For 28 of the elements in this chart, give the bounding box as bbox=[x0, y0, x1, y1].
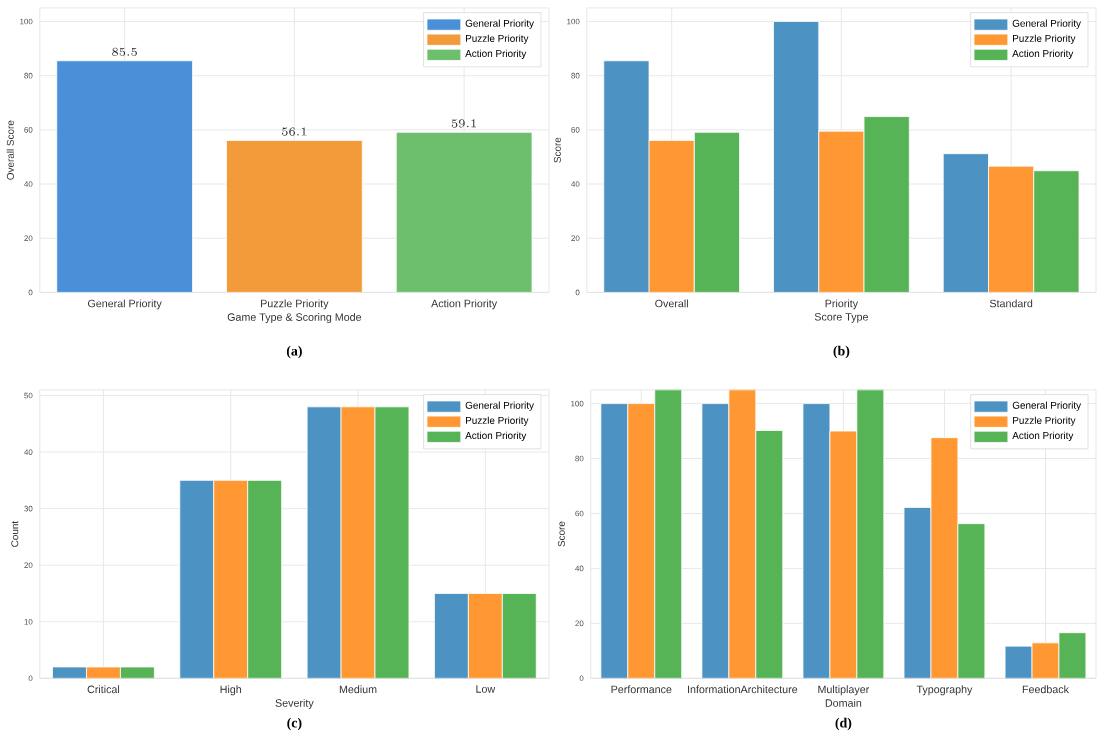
bar bbox=[247, 480, 282, 679]
bar bbox=[693, 131, 740, 293]
bar bbox=[802, 403, 831, 679]
bar bbox=[1033, 170, 1080, 293]
bar bbox=[856, 389, 885, 679]
bar bbox=[654, 389, 682, 679]
bar bbox=[957, 523, 986, 679]
bar bbox=[501, 593, 537, 679]
bar bbox=[375, 406, 409, 679]
bar bbox=[467, 593, 503, 679]
bar bbox=[930, 437, 959, 679]
bar bbox=[341, 406, 376, 679]
bar bbox=[773, 21, 820, 293]
bar bbox=[1058, 632, 1087, 679]
bar bbox=[755, 430, 784, 679]
bar bbox=[213, 480, 248, 679]
bar bbox=[942, 153, 989, 293]
bar bbox=[903, 507, 932, 679]
bar bbox=[603, 60, 650, 293]
bar bbox=[627, 403, 655, 679]
bar bbox=[600, 403, 628, 679]
bar bbox=[728, 389, 757, 679]
bar bbox=[829, 430, 858, 679]
bar bbox=[307, 406, 342, 679]
bar bbox=[863, 116, 910, 293]
bar bbox=[701, 403, 730, 679]
bar bbox=[179, 480, 214, 679]
bar bbox=[434, 593, 469, 679]
